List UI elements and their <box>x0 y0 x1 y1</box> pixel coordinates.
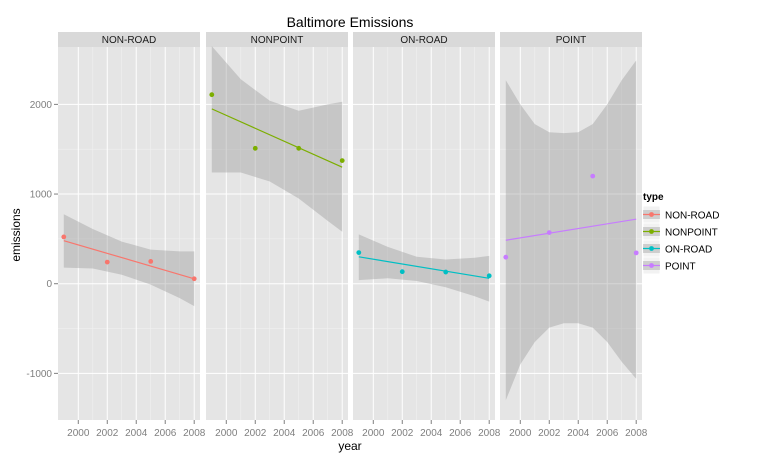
data-point-nonpoint-2005 <box>296 145 302 151</box>
x-tick-label: 2002 <box>96 428 119 439</box>
legend-key-point <box>649 246 654 251</box>
y-tick-label: 0 <box>46 279 52 290</box>
x-tick-label: 2006 <box>302 428 325 439</box>
fit-line-point <box>505 218 637 241</box>
legend-label-point: POINT <box>665 262 696 273</box>
data-point-on-road-2005 <box>443 269 449 275</box>
legend-item-nonpoint: NONPOINT <box>642 222 718 241</box>
panel-background-nonpoint <box>206 47 348 420</box>
panel-strip-label-non-road: NON-ROAD <box>102 35 156 46</box>
panel-point: POINT <box>500 32 642 420</box>
x-tick-label: 2002 <box>391 428 414 439</box>
y-axis-label: emissions <box>9 208 23 261</box>
panel-on-road: ON-ROAD <box>353 32 495 420</box>
data-point-nonpoint-2008 <box>339 158 345 164</box>
legend-label-nonpoint: NONPOINT <box>665 228 718 239</box>
confidence-band-point <box>505 60 637 401</box>
legend-item-point: POINT <box>642 256 696 275</box>
data-point-on-road-2008 <box>486 273 492 279</box>
y-tick-label: 2000 <box>30 100 53 111</box>
legend-key-point <box>649 229 654 234</box>
data-point-non-road-2005 <box>148 258 154 264</box>
data-point-point-2002 <box>546 230 552 236</box>
legend-label-on-road: ON-ROAD <box>665 245 712 256</box>
data-point-non-road-2008 <box>191 276 197 282</box>
fit-line-nonpoint <box>211 108 343 168</box>
x-axes: 2000 2002 2004 2006 2008 2000 2002 2004 2006 2008… <box>67 420 648 439</box>
data-point-non-road-1999 <box>61 234 67 240</box>
panel-strip-on-road <box>353 32 495 47</box>
x-tick-label: 2000 <box>67 428 90 439</box>
legend-key-point <box>649 263 654 268</box>
x-tick-label: 2008 <box>478 428 501 439</box>
legend-item-non-road: NON-ROAD <box>642 205 719 224</box>
panel-background-point <box>500 47 642 420</box>
panel-strip-label-point: POINT <box>556 35 587 46</box>
x-tick-label: 2008 <box>625 428 648 439</box>
panel-strip-point <box>500 32 642 47</box>
panel-strip-nonpoint <box>206 32 348 47</box>
data-point-on-road-1999 <box>356 250 362 255</box>
data-point-point-2005 <box>590 173 596 179</box>
x-tick-label: 2004 <box>420 428 443 439</box>
data-point-on-road-2002 <box>399 269 405 275</box>
x-tick-label: 2000 <box>362 428 385 439</box>
panel-strip-label-nonpoint: NONPOINT <box>251 35 304 46</box>
panel-non-road: NON-ROAD <box>58 32 200 420</box>
y-tick-label: 1000 <box>30 190 53 201</box>
x-tick-label: 2008 <box>183 428 206 439</box>
x-tick-label: 2008 <box>331 428 354 439</box>
data-point-non-road-2002 <box>104 259 110 265</box>
fit-line-on-road <box>358 256 490 279</box>
chart-title: Baltimore Emissions <box>287 14 414 30</box>
legend-title: type <box>643 192 664 203</box>
x-tick-label: 2006 <box>596 428 619 439</box>
panel-background-on-road <box>353 47 495 420</box>
legend-key-point <box>649 212 654 217</box>
x-tick-label: 2006 <box>154 428 177 439</box>
fit-line-non-road <box>63 240 195 280</box>
panel-strip-non-road <box>58 32 200 47</box>
panel-strip-label-on-road: ON-ROAD <box>400 35 447 46</box>
x-tick-label: 2000 <box>215 428 238 439</box>
x-tick-label: 2006 <box>449 428 472 439</box>
x-tick-label: 2004 <box>125 428 148 439</box>
x-tick-label: 2004 <box>273 428 296 439</box>
x-tick-label: 2004 <box>567 428 590 439</box>
legend-label-non-road: NON-ROAD <box>665 211 719 222</box>
panel-nonpoint: NONPOINT <box>206 32 348 420</box>
x-tick-label: 2002 <box>538 428 561 439</box>
x-axis-label: year <box>338 439 361 453</box>
facet-panels: NON-ROAD NONPOINT ON-ROAD POINT <box>58 32 642 420</box>
panel-background-non-road <box>58 47 200 420</box>
confidence-band-nonpoint <box>211 46 343 232</box>
data-point-nonpoint-2002 <box>252 145 258 151</box>
legend-item-on-road: ON-ROAD <box>642 239 712 258</box>
data-point-point-2008 <box>633 250 639 256</box>
y-tick-label: -1000 <box>26 369 52 380</box>
y-axis: -1000 0 1000 2000 <box>26 100 58 380</box>
data-point-point-1999 <box>503 254 509 260</box>
x-tick-label: 2002 <box>244 428 267 439</box>
x-tick-label: 2000 <box>509 428 532 439</box>
data-point-nonpoint-1999 <box>209 92 215 98</box>
